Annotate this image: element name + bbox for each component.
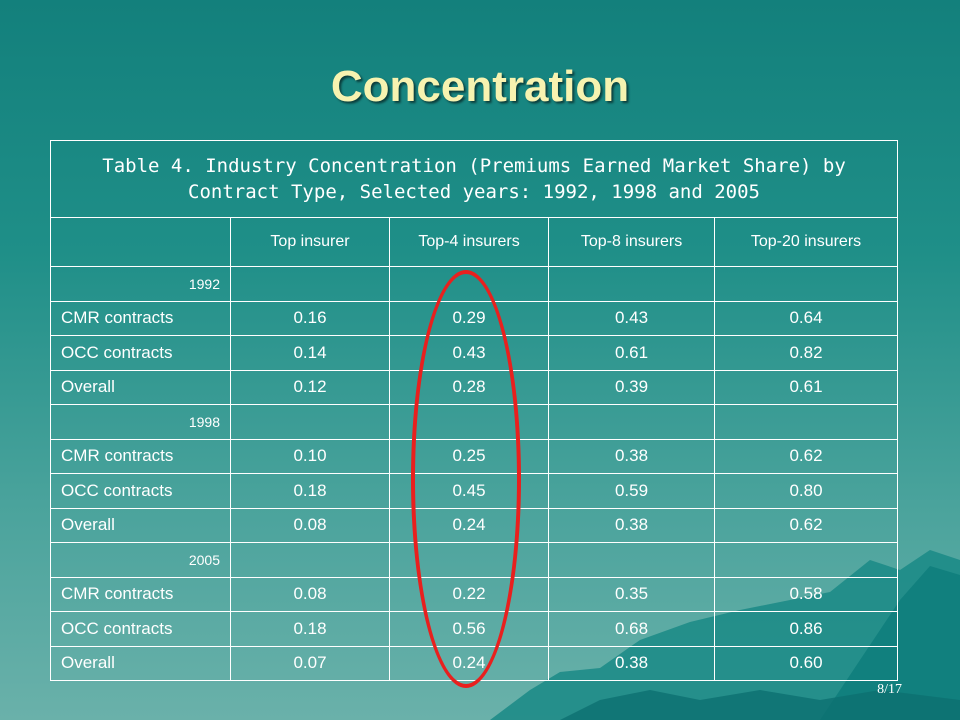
value-cell: 0.35 — [548, 576, 715, 612]
value-cell: 0.28 — [389, 369, 549, 405]
row-label: Overall — [50, 369, 231, 405]
value-cell: 0.82 — [713, 335, 899, 371]
table-row: Overall 0.08 0.24 0.38 0.62 — [50, 507, 899, 543]
value-cell: 0.18 — [230, 473, 390, 509]
value-cell: 0.58 — [713, 576, 899, 612]
value-cell: 0.61 — [548, 335, 715, 371]
value-cell: 0.29 — [389, 300, 549, 336]
empty-cell — [713, 542, 899, 578]
empty-cell — [713, 404, 899, 440]
concentration-table: Table 4. Industry Concentration (Premium… — [49, 140, 899, 681]
value-cell: 0.12 — [230, 369, 390, 405]
value-cell: 0.56 — [389, 611, 549, 647]
value-cell: 0.39 — [548, 369, 715, 405]
empty-cell — [230, 266, 390, 302]
empty-cell — [230, 404, 390, 440]
row-label: Overall — [50, 645, 231, 681]
value-cell: 0.43 — [389, 335, 549, 371]
value-cell: 0.38 — [548, 507, 715, 543]
value-cell: 0.18 — [230, 611, 390, 647]
empty-cell — [389, 542, 549, 578]
value-cell: 0.08 — [230, 576, 390, 612]
table-row: OCC contracts 0.18 0.56 0.68 0.86 — [50, 611, 899, 647]
value-cell: 0.62 — [713, 507, 899, 543]
value-cell: 0.43 — [548, 300, 715, 336]
page-number: 8/17 — [877, 682, 902, 697]
value-cell: 0.07 — [230, 645, 390, 681]
column-header: Top-20 insurers — [713, 217, 899, 267]
empty-cell — [548, 266, 715, 302]
empty-cell — [548, 404, 715, 440]
value-cell: 0.38 — [548, 645, 715, 681]
value-cell: 0.14 — [230, 335, 390, 371]
table-row: OCC contracts 0.14 0.43 0.61 0.82 — [50, 335, 899, 371]
value-cell: 0.22 — [389, 576, 549, 612]
value-cell: 0.59 — [548, 473, 715, 509]
row-label: CMR contracts — [50, 300, 231, 336]
year-row: 1992 — [50, 266, 899, 302]
value-cell: 0.60 — [713, 645, 899, 681]
empty-cell — [230, 542, 390, 578]
value-cell: 0.10 — [230, 438, 390, 474]
value-cell: 0.64 — [713, 300, 899, 336]
table-row: CMR contracts 0.10 0.25 0.38 0.62 — [50, 438, 899, 474]
column-header: Top-4 insurers — [389, 217, 549, 267]
table-caption-row: Table 4. Industry Concentration (Premium… — [49, 140, 899, 218]
value-cell: 0.62 — [713, 438, 899, 474]
row-label: CMR contracts — [50, 576, 231, 612]
year-row: 2005 — [50, 542, 899, 578]
table-row: CMR contracts 0.16 0.29 0.43 0.64 — [50, 300, 899, 336]
column-header: Top-8 insurers — [548, 217, 715, 267]
empty-cell — [389, 404, 549, 440]
value-cell: 0.08 — [230, 507, 390, 543]
year-label: 1998 — [50, 404, 231, 440]
column-header: Top insurer — [230, 217, 390, 267]
table-header-row: Top insurer Top-4 insurers Top-8 insurer… — [50, 217, 899, 267]
year-row: 1998 — [50, 404, 899, 440]
row-label: OCC contracts — [50, 335, 231, 371]
empty-cell — [713, 266, 899, 302]
value-cell: 0.25 — [389, 438, 549, 474]
value-cell: 0.24 — [389, 507, 549, 543]
value-cell: 0.80 — [713, 473, 899, 509]
slide-title: Concentration — [330, 62, 630, 111]
value-cell: 0.16 — [230, 300, 390, 336]
table-row: OCC contracts 0.18 0.45 0.59 0.80 — [50, 473, 899, 509]
table-row: Overall 0.12 0.28 0.39 0.61 — [50, 369, 899, 405]
table-row: CMR contracts 0.08 0.22 0.35 0.58 — [50, 576, 899, 612]
value-cell: 0.45 — [389, 473, 549, 509]
row-label: CMR contracts — [50, 438, 231, 474]
row-label: OCC contracts — [50, 473, 231, 509]
year-label: 2005 — [50, 542, 231, 578]
value-cell: 0.38 — [548, 438, 715, 474]
empty-cell — [389, 266, 549, 302]
table-row: Overall 0.07 0.24 0.38 0.60 — [50, 645, 899, 681]
year-label: 1992 — [50, 266, 231, 302]
empty-cell — [548, 542, 715, 578]
column-header — [50, 217, 231, 267]
row-label: Overall — [50, 507, 231, 543]
value-cell: 0.86 — [713, 611, 899, 647]
value-cell: 0.61 — [713, 369, 899, 405]
value-cell: 0.24 — [389, 645, 549, 681]
row-label: OCC contracts — [50, 611, 231, 647]
table-caption: Table 4. Industry Concentration (Premium… — [49, 140, 899, 218]
value-cell: 0.68 — [548, 611, 715, 647]
